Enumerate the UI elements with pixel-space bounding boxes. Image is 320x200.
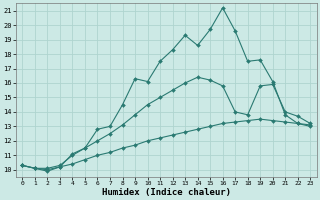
X-axis label: Humidex (Indice chaleur): Humidex (Indice chaleur) [102,188,231,197]
